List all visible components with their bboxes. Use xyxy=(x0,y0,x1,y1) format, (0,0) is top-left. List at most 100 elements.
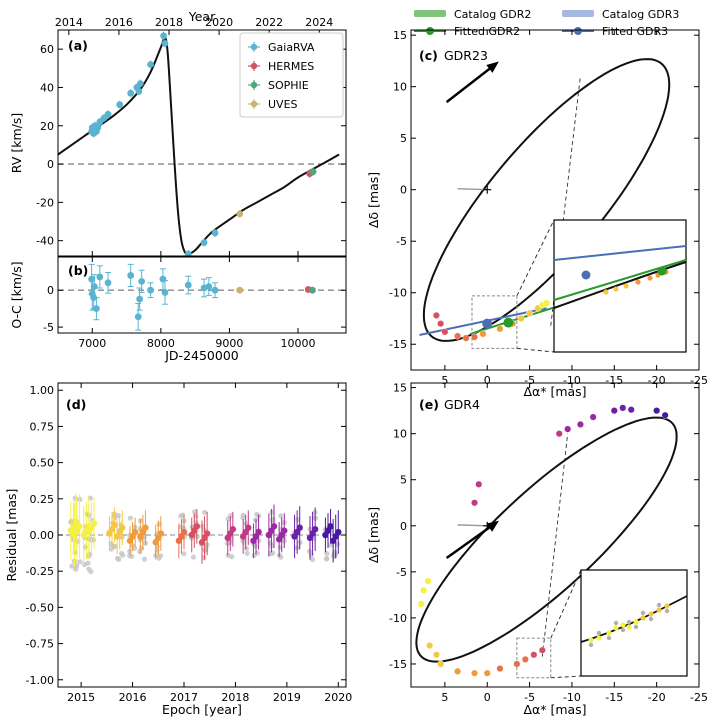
inset-residual-point xyxy=(613,620,619,626)
epoch-point xyxy=(496,325,504,333)
inset-frame xyxy=(580,569,688,677)
residual-binned-point xyxy=(255,528,262,536)
panel-d-ylabel: Residual [mas] xyxy=(4,489,19,582)
rv-point-gaiarva xyxy=(136,80,144,88)
panel-b-xtick-label-2: 9000 xyxy=(215,337,243,350)
inset-frame xyxy=(553,219,687,353)
epoch-point xyxy=(496,665,504,673)
panel-a-ytick-label-4: 40 xyxy=(40,81,54,94)
epoch-point xyxy=(462,334,470,342)
orbit-ytick-label-6: 15 xyxy=(393,29,407,42)
orbit-xtick-label-3: -10 xyxy=(563,691,581,704)
legend-label-hermes: HERMES xyxy=(268,60,314,73)
inset-epoch-point xyxy=(620,622,626,628)
orbit-ytick-label-0: -15 xyxy=(389,338,407,351)
rv-point-uves xyxy=(236,210,244,218)
oc-point-gaiarva xyxy=(127,272,135,279)
oc-point-gaiarva xyxy=(93,305,100,313)
residual-grey-point xyxy=(81,561,88,568)
inset-residual-point xyxy=(664,608,670,614)
panel-b-label: (b) xyxy=(68,263,88,278)
residual-grey-point xyxy=(77,559,83,565)
legend-entry-uves: UVES xyxy=(248,98,298,111)
residual-binned-point xyxy=(311,526,319,533)
inset-orbit-arc xyxy=(553,261,687,309)
orbit-ytick-label-4: 5 xyxy=(400,474,407,487)
panel-a-ytick-label-1: -20 xyxy=(36,196,54,209)
residual-grey-point xyxy=(137,548,143,555)
panel-a-ytick-label-3: 20 xyxy=(40,120,54,133)
panel-b-ylabel: O-C [km/s] xyxy=(9,261,24,328)
residual-grey-point xyxy=(69,563,75,569)
orbit-ytick-label-2: -5 xyxy=(396,566,407,579)
rv-point-sophie xyxy=(309,168,317,176)
residual-grey-point xyxy=(74,563,80,569)
panel-e-axes: 5 0 -5 -10 -15 -20 -25 -15 -10 -5 0 5 10 15 xyxy=(389,382,708,704)
orbit-ytick-label-1: -10 xyxy=(389,612,407,625)
panel-d-ytick-label-7: 0.75 xyxy=(30,420,55,433)
epoch-point xyxy=(521,655,529,663)
epoch-point xyxy=(420,586,428,594)
residual-grey-point xyxy=(192,509,198,515)
panel-d-ytick-label-3: -0.25 xyxy=(26,565,54,578)
panel-d-xtick-label-5: 2020 xyxy=(324,691,352,704)
rv-point-gaiarva xyxy=(160,32,168,40)
residual-grey-point xyxy=(228,513,234,519)
inset-epoch-point xyxy=(613,286,619,292)
orbit-ytick-label-3: 0 xyxy=(400,520,407,533)
epoch-point xyxy=(653,407,661,415)
rv-point-gaiarva xyxy=(127,89,135,97)
residual-grey-point xyxy=(309,557,316,563)
motion-arrow-head xyxy=(486,61,499,73)
inset-residual-point xyxy=(656,602,662,608)
epoch-point xyxy=(576,420,584,428)
panel-d-ytick-label-1: -0.75 xyxy=(26,638,54,651)
residual-grey-point xyxy=(254,511,260,517)
inset-epoch-point xyxy=(613,625,619,631)
panel-b-xtick-label-0: 7000 xyxy=(78,337,106,350)
residual-grey-point xyxy=(240,515,246,521)
panel-b-ytick-label-0: -5 xyxy=(43,321,54,334)
residual-grey-point xyxy=(190,554,197,560)
oc-point-gaiarva xyxy=(147,286,154,294)
panel-e-name: GDR4 xyxy=(444,397,480,412)
panel-d-xtick-label-0: 2015 xyxy=(67,691,95,704)
zoom-region xyxy=(516,637,552,679)
oc-point-gaiarva xyxy=(136,295,144,303)
panel-a-legend: GaiaRVA HERMES SOPHIE UVES xyxy=(239,32,344,118)
panel-a-axes: -40 -20 0 20 40 60 2014 2016 2018 2020 2022 2024 xyxy=(36,16,347,257)
orbit-xtick-label-3: -10 xyxy=(563,374,581,387)
inset-epoch-point xyxy=(606,630,612,636)
panel-d-ytick-label-4: 0.00 xyxy=(30,529,55,542)
orbit-ytick-label-6: 15 xyxy=(393,382,407,395)
orbit-ytick-label-1: -10 xyxy=(389,287,407,300)
epoch-point xyxy=(479,330,487,338)
orbit-xtick-label-0: 5 xyxy=(441,374,448,387)
orbit-xtick-label-2: -5 xyxy=(524,374,535,387)
orbit-ytick-label-5: 10 xyxy=(393,428,407,441)
residual-grey-point xyxy=(252,517,259,523)
panel-d-axes: 2015 2016 2017 2018 2019 2020 -1.00 -0.75 -0.50 -… xyxy=(26,382,352,704)
orbit-xtick-label-5: -20 xyxy=(648,691,666,704)
panel-a-top-tick-label-5: 2024 xyxy=(305,16,333,29)
residual-grey-point xyxy=(88,569,94,575)
panel-b-xtick-label-3: 10000 xyxy=(281,337,316,350)
panel-e-xlabel: Δα* [mas] xyxy=(523,702,586,717)
orbit-ytick-label-0: -15 xyxy=(389,658,407,671)
legend-label-uves: UVES xyxy=(268,98,298,111)
rv-point-gaiarva xyxy=(116,101,124,109)
oc-point-gaiarva xyxy=(184,281,192,289)
orbit-ytick-label-2: -5 xyxy=(396,235,407,248)
panel-b-ytick-label-1: 0 xyxy=(47,284,54,297)
panel-b-oc: 7000 8000 9000 10000 -5 0 (b) JD-2450000 O-C … xyxy=(9,256,347,363)
epoch-point xyxy=(517,314,525,322)
residual-binned-point xyxy=(131,528,139,536)
inset-epoch-point xyxy=(623,283,629,289)
epoch-point xyxy=(441,328,449,336)
orbit-xtick-label-4: -15 xyxy=(605,374,623,387)
panel-c-axes: 5 0 -5 -10 -15 -20 -25 -15 -10 -5 0 5 10 15 xyxy=(389,29,708,387)
oc-point-gaiarva xyxy=(104,279,112,287)
epoch-point xyxy=(483,669,491,677)
panel-a-ytick-label-2: 0 xyxy=(47,158,54,171)
inset-epoch-point xyxy=(603,289,609,295)
